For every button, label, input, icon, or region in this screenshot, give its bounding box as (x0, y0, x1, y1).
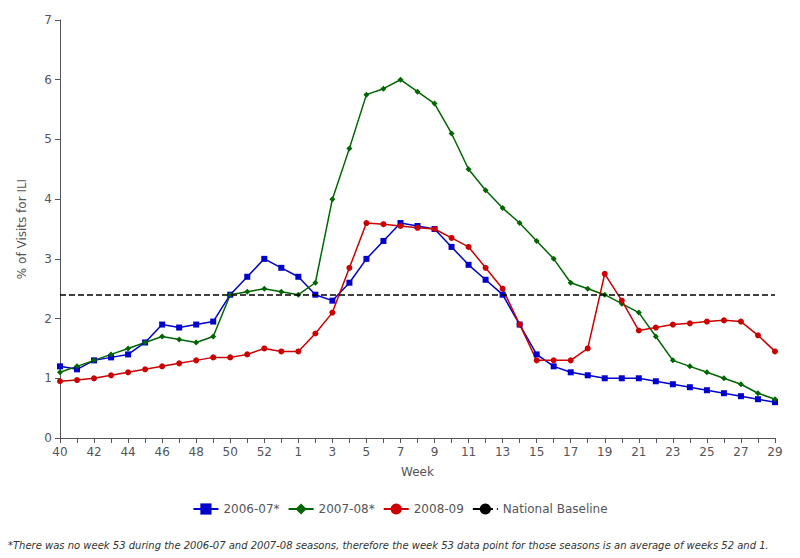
svg-text:21: 21 (631, 445, 646, 459)
svg-text:13: 13 (495, 445, 510, 459)
svg-text:Week: Week (401, 465, 434, 479)
svg-text:*There was no week 53 during t: *There was no week 53 during the 2006-07… (8, 540, 769, 551)
svg-text:% of Visits for ILI: % of Visits for ILI (15, 179, 29, 279)
svg-text:25: 25 (699, 445, 714, 459)
svg-text:1: 1 (44, 371, 52, 385)
svg-text:15: 15 (529, 445, 544, 459)
svg-text:2008-09: 2008-09 (414, 502, 464, 516)
svg-text:2: 2 (44, 312, 52, 326)
svg-text:48: 48 (189, 445, 204, 459)
svg-text:5: 5 (44, 132, 52, 146)
svg-text:National Baseline: National Baseline (503, 502, 608, 516)
svg-text:19: 19 (597, 445, 612, 459)
svg-text:3: 3 (329, 445, 337, 459)
svg-text:40: 40 (52, 445, 67, 459)
svg-text:2007-08*: 2007-08* (319, 502, 375, 516)
svg-text:52: 52 (257, 445, 272, 459)
svg-text:0: 0 (44, 431, 52, 445)
svg-text:7: 7 (44, 13, 52, 27)
svg-text:1: 1 (295, 445, 303, 459)
svg-text:7: 7 (397, 445, 405, 459)
svg-text:2006-07*: 2006-07* (223, 502, 279, 516)
svg-text:3: 3 (44, 252, 52, 266)
svg-text:9: 9 (431, 445, 439, 459)
svg-text:50: 50 (223, 445, 238, 459)
svg-text:42: 42 (86, 445, 101, 459)
svg-text:5: 5 (363, 445, 371, 459)
svg-text:44: 44 (120, 445, 135, 459)
svg-text:46: 46 (155, 445, 170, 459)
svg-text:29: 29 (767, 445, 782, 459)
svg-text:23: 23 (665, 445, 680, 459)
svg-text:4: 4 (44, 192, 52, 206)
svg-text:17: 17 (563, 445, 578, 459)
svg-text:11: 11 (461, 445, 476, 459)
svg-text:27: 27 (733, 445, 748, 459)
svg-text:6: 6 (44, 73, 52, 87)
